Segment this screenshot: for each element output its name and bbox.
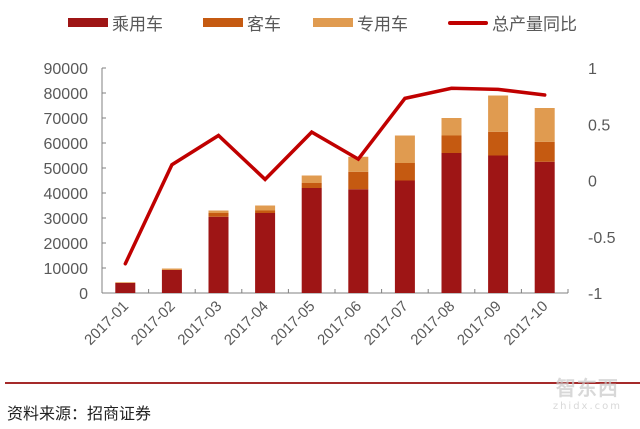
x-tick-label: 2017-05: [268, 298, 319, 349]
y-tick-label: 20000: [44, 236, 89, 253]
x-tick-label: 2017-09: [454, 298, 505, 349]
bar-segment: [534, 161, 555, 293]
bar-segment: [208, 210, 229, 213]
bar-segment: [208, 216, 229, 293]
y-tick-label: 90000: [44, 61, 89, 78]
y-tick-label: 70000: [44, 111, 89, 128]
bar-segment: [441, 118, 462, 136]
bar-segment: [161, 268, 182, 270]
y-tick-label: 0: [79, 286, 88, 303]
y-tick-label: 50000: [44, 161, 89, 178]
yoy-line: [123, 86, 547, 266]
legend-item-special: 专用车: [313, 10, 408, 35]
bar-segment: [441, 153, 462, 293]
bar-segment: [488, 95, 509, 132]
bar-segment: [255, 210, 276, 213]
y-tick-label: 60000: [44, 136, 89, 153]
bar-segment: [394, 180, 415, 293]
bar-segment: [394, 163, 415, 181]
y-tick-label: 30000: [44, 211, 89, 228]
y2-tick-label: -1: [588, 286, 602, 303]
legend-label-bus: 客车: [247, 15, 281, 35]
bar-segment: [115, 282, 136, 283]
legend-item-passenger: 乘用车: [68, 10, 163, 35]
divider-line: [5, 382, 640, 384]
chart-legend: 乘用车 客车 专用车 总产量同比: [0, 10, 640, 35]
watermark-url: zhidx.com: [552, 401, 622, 412]
y-tick-label: 10000: [44, 261, 89, 278]
legend-label-special: 专用车: [357, 15, 408, 35]
legend-swatch-passenger: [68, 18, 108, 27]
y2-tick-label: 0.5: [588, 117, 610, 134]
x-tick-label: 2017-02: [128, 298, 179, 349]
y-tick-label: 80000: [44, 86, 89, 103]
bar-segment: [301, 188, 322, 293]
legend-item-bus: 客车: [203, 10, 281, 35]
bar-segment: [115, 283, 136, 293]
bar-segment: [301, 183, 322, 188]
legend-label-yoy: 总产量同比: [492, 15, 577, 35]
legend-swatch-bus: [203, 18, 243, 27]
y-tick-label: 40000: [44, 186, 89, 203]
x-tick-label: 2017-03: [174, 298, 225, 349]
x-tick-label: 2017-04: [221, 298, 272, 349]
bar-segment: [534, 141, 555, 162]
legend-item-yoy: 总产量同比: [448, 10, 577, 35]
bar-segment: [255, 205, 276, 211]
bar-segment: [348, 156, 369, 172]
x-tick-label: 2017-10: [501, 298, 552, 349]
legend-label-passenger: 乘用车: [112, 15, 163, 35]
bar-segment: [348, 171, 369, 190]
x-tick-label: 2017-06: [314, 298, 365, 349]
bar-segment: [348, 189, 369, 293]
bar-segment: [488, 131, 509, 156]
bar-segment: [255, 213, 276, 293]
bar-segment: [441, 135, 462, 153]
y2-tick-label: 0: [588, 174, 597, 191]
bar-segment: [394, 135, 415, 163]
x-tick-label: 2017-08: [407, 298, 458, 349]
bar-segment: [161, 270, 182, 293]
source-text: 资料来源：招商证券: [7, 404, 152, 423]
bar-segment: [534, 108, 555, 142]
x-tick-label: 2017-01: [81, 298, 132, 349]
bar-segment: [301, 175, 322, 183]
legend-line-yoy: [448, 20, 488, 25]
legend-swatch-special: [313, 18, 353, 27]
bar-segment: [488, 155, 509, 293]
y2-tick-label: -0.5: [588, 230, 616, 247]
watermark: 智东西 zhidx.com: [553, 372, 622, 412]
bar-segment: [208, 213, 229, 217]
y2-tick-label: 1: [588, 61, 597, 78]
watermark-logo: 智东西: [555, 376, 619, 400]
x-tick-label: 2017-07: [361, 298, 412, 349]
